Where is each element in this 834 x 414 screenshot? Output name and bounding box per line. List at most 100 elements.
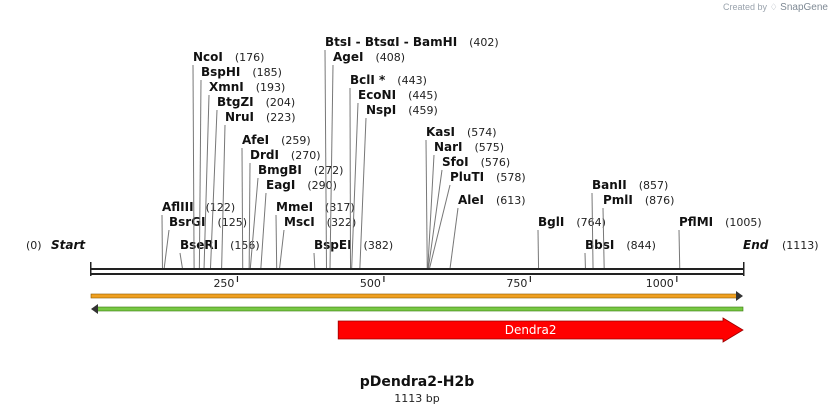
site-name-afei: AfeI	[242, 133, 269, 147]
site-position-afliii: (122)	[206, 201, 236, 214]
site-name-btsi-bts-i-bamhi: BtsI - BtsαI - BamHI	[325, 35, 457, 49]
site-name-btgzi: BtgZI	[217, 95, 254, 109]
end-label: End	[743, 238, 769, 252]
site-connector-xmni	[203, 94, 210, 269]
site-name-xmni: XmnI	[209, 80, 244, 94]
site-name-pluti: PluTI	[450, 170, 484, 184]
site-position-btsi-bts-i-bamhi: (402)	[469, 36, 499, 49]
reverse-strand-arrowhead	[91, 304, 98, 314]
site-position-banii: (857)	[639, 179, 669, 192]
plasmid-length: 1113 bp	[394, 392, 440, 405]
site-position-econi: (445)	[408, 89, 438, 102]
site-name-nspi: NspI	[366, 103, 396, 117]
forward-strand-arrowhead	[736, 291, 743, 301]
site-position-bcli-: (443)	[397, 74, 427, 87]
site-connector-banii	[591, 192, 594, 269]
site-name-msci: MscI	[284, 215, 315, 229]
feature-dendra2-arrow	[337, 317, 744, 343]
site-name-nrui: NruI	[225, 110, 254, 124]
start-position: (0)	[26, 239, 42, 252]
axis-tick-label-250: 250	[213, 277, 234, 290]
end-position: (1113)	[782, 239, 819, 252]
site-name-afliii: AflIII	[162, 200, 194, 214]
backbone-top-line	[91, 268, 743, 270]
site-name-econi: EcoNI	[358, 88, 396, 102]
site-name-eagi: EagI	[266, 178, 295, 192]
site-connector-kasi	[425, 139, 428, 269]
backbone-bottom-line	[91, 273, 743, 275]
site-position-pmli: (876)	[645, 194, 675, 207]
axis-tick-label-500: 500	[360, 277, 381, 290]
site-connector-ncoi	[192, 64, 195, 269]
site-position-pflmi: (1005)	[725, 216, 762, 229]
backbone-end-cap	[743, 262, 745, 276]
snapgene-logo-icon: ♢	[769, 2, 778, 12]
site-name-bcli-: BclI *	[350, 73, 386, 87]
site-connector-alei	[449, 207, 459, 269]
site-position-pluti: (578)	[496, 171, 526, 184]
site-name-drdi: DrdI	[250, 148, 279, 162]
reverse-strand-bar	[96, 306, 744, 312]
site-connector-sfoi	[427, 169, 443, 269]
site-position-agei: (408)	[375, 51, 405, 64]
site-connector-bsphi	[198, 79, 202, 269]
site-connector-pluti	[429, 184, 451, 269]
site-name-sfoi: SfoI	[442, 155, 469, 169]
site-connector-bcli-	[349, 87, 352, 269]
site-position-nari: (575)	[475, 141, 505, 154]
site-position-ncoi: (176)	[235, 51, 265, 64]
site-connector-pmli	[602, 207, 605, 269]
site-name-mmei: MmeI	[276, 200, 313, 214]
site-connector-btsi-bts-i-bamhi	[324, 49, 327, 269]
site-connector-afei	[241, 147, 244, 269]
site-connector-econi	[351, 102, 359, 269]
site-name-bspei: BspEI	[314, 238, 352, 252]
axis-tick-label-1000: 1000	[646, 277, 674, 290]
plasmid-name: pDendra2-H2b	[359, 374, 475, 390]
site-connector-nspi	[359, 117, 367, 269]
site-name-bgli: BglI	[538, 215, 564, 229]
site-position-sfoi: (576)	[481, 156, 511, 169]
site-position-xmni: (193)	[256, 81, 286, 94]
site-name-bsphi: BspHI	[201, 65, 240, 79]
site-name-bbsi: BbsI	[585, 238, 614, 252]
site-connector-bgli	[537, 229, 540, 269]
site-position-afei: (259)	[281, 134, 311, 147]
axis-tick-label-750: 750	[506, 277, 527, 290]
site-connector-agei	[329, 64, 334, 269]
site-connector-bsrgi	[163, 229, 170, 269]
site-name-ncoi: NcoI	[193, 50, 223, 64]
site-connector-bseri	[179, 252, 183, 269]
site-connector-bmgbi	[249, 177, 259, 269]
site-position-eagi: (290)	[307, 179, 337, 192]
site-name-banii: BanII	[592, 178, 627, 192]
forward-strand-bar	[90, 293, 738, 299]
site-position-alei: (613)	[496, 194, 526, 207]
credit-brand: SnapGene	[780, 2, 828, 13]
site-connector-drdi	[248, 162, 251, 269]
site-position-kasi: (574)	[467, 126, 497, 139]
site-name-agei: AgeI	[333, 50, 363, 64]
site-name-nari: NarI	[434, 140, 463, 154]
site-name-bmgbi: BmgBI	[258, 163, 302, 177]
site-connector-msci	[279, 229, 285, 269]
site-connector-mmei	[275, 214, 278, 269]
site-name-alei: AleI	[458, 193, 484, 207]
site-position-mmei: (317)	[325, 201, 355, 214]
site-name-pflmi: PflMI	[679, 215, 713, 229]
site-connector-btgzi	[210, 109, 218, 269]
site-name-bsrgi: BsrGI	[169, 215, 206, 229]
site-position-bsrgi: (125)	[218, 216, 248, 229]
site-position-nspi: (459)	[408, 104, 438, 117]
site-connector-eagi	[260, 192, 267, 269]
site-position-bsphi: (185)	[252, 66, 282, 79]
backbone-start-cap	[90, 262, 92, 276]
site-position-bmgbi: (272)	[314, 164, 344, 177]
site-position-bspei: (382)	[364, 239, 394, 252]
feature-dendra2-label: Dendra2	[505, 323, 557, 337]
site-position-bseri: (156)	[230, 239, 260, 252]
site-name-bseri: BseRI	[180, 238, 218, 252]
site-connector-pflmi	[678, 229, 681, 269]
site-name-pmli: PmlI	[603, 193, 633, 207]
